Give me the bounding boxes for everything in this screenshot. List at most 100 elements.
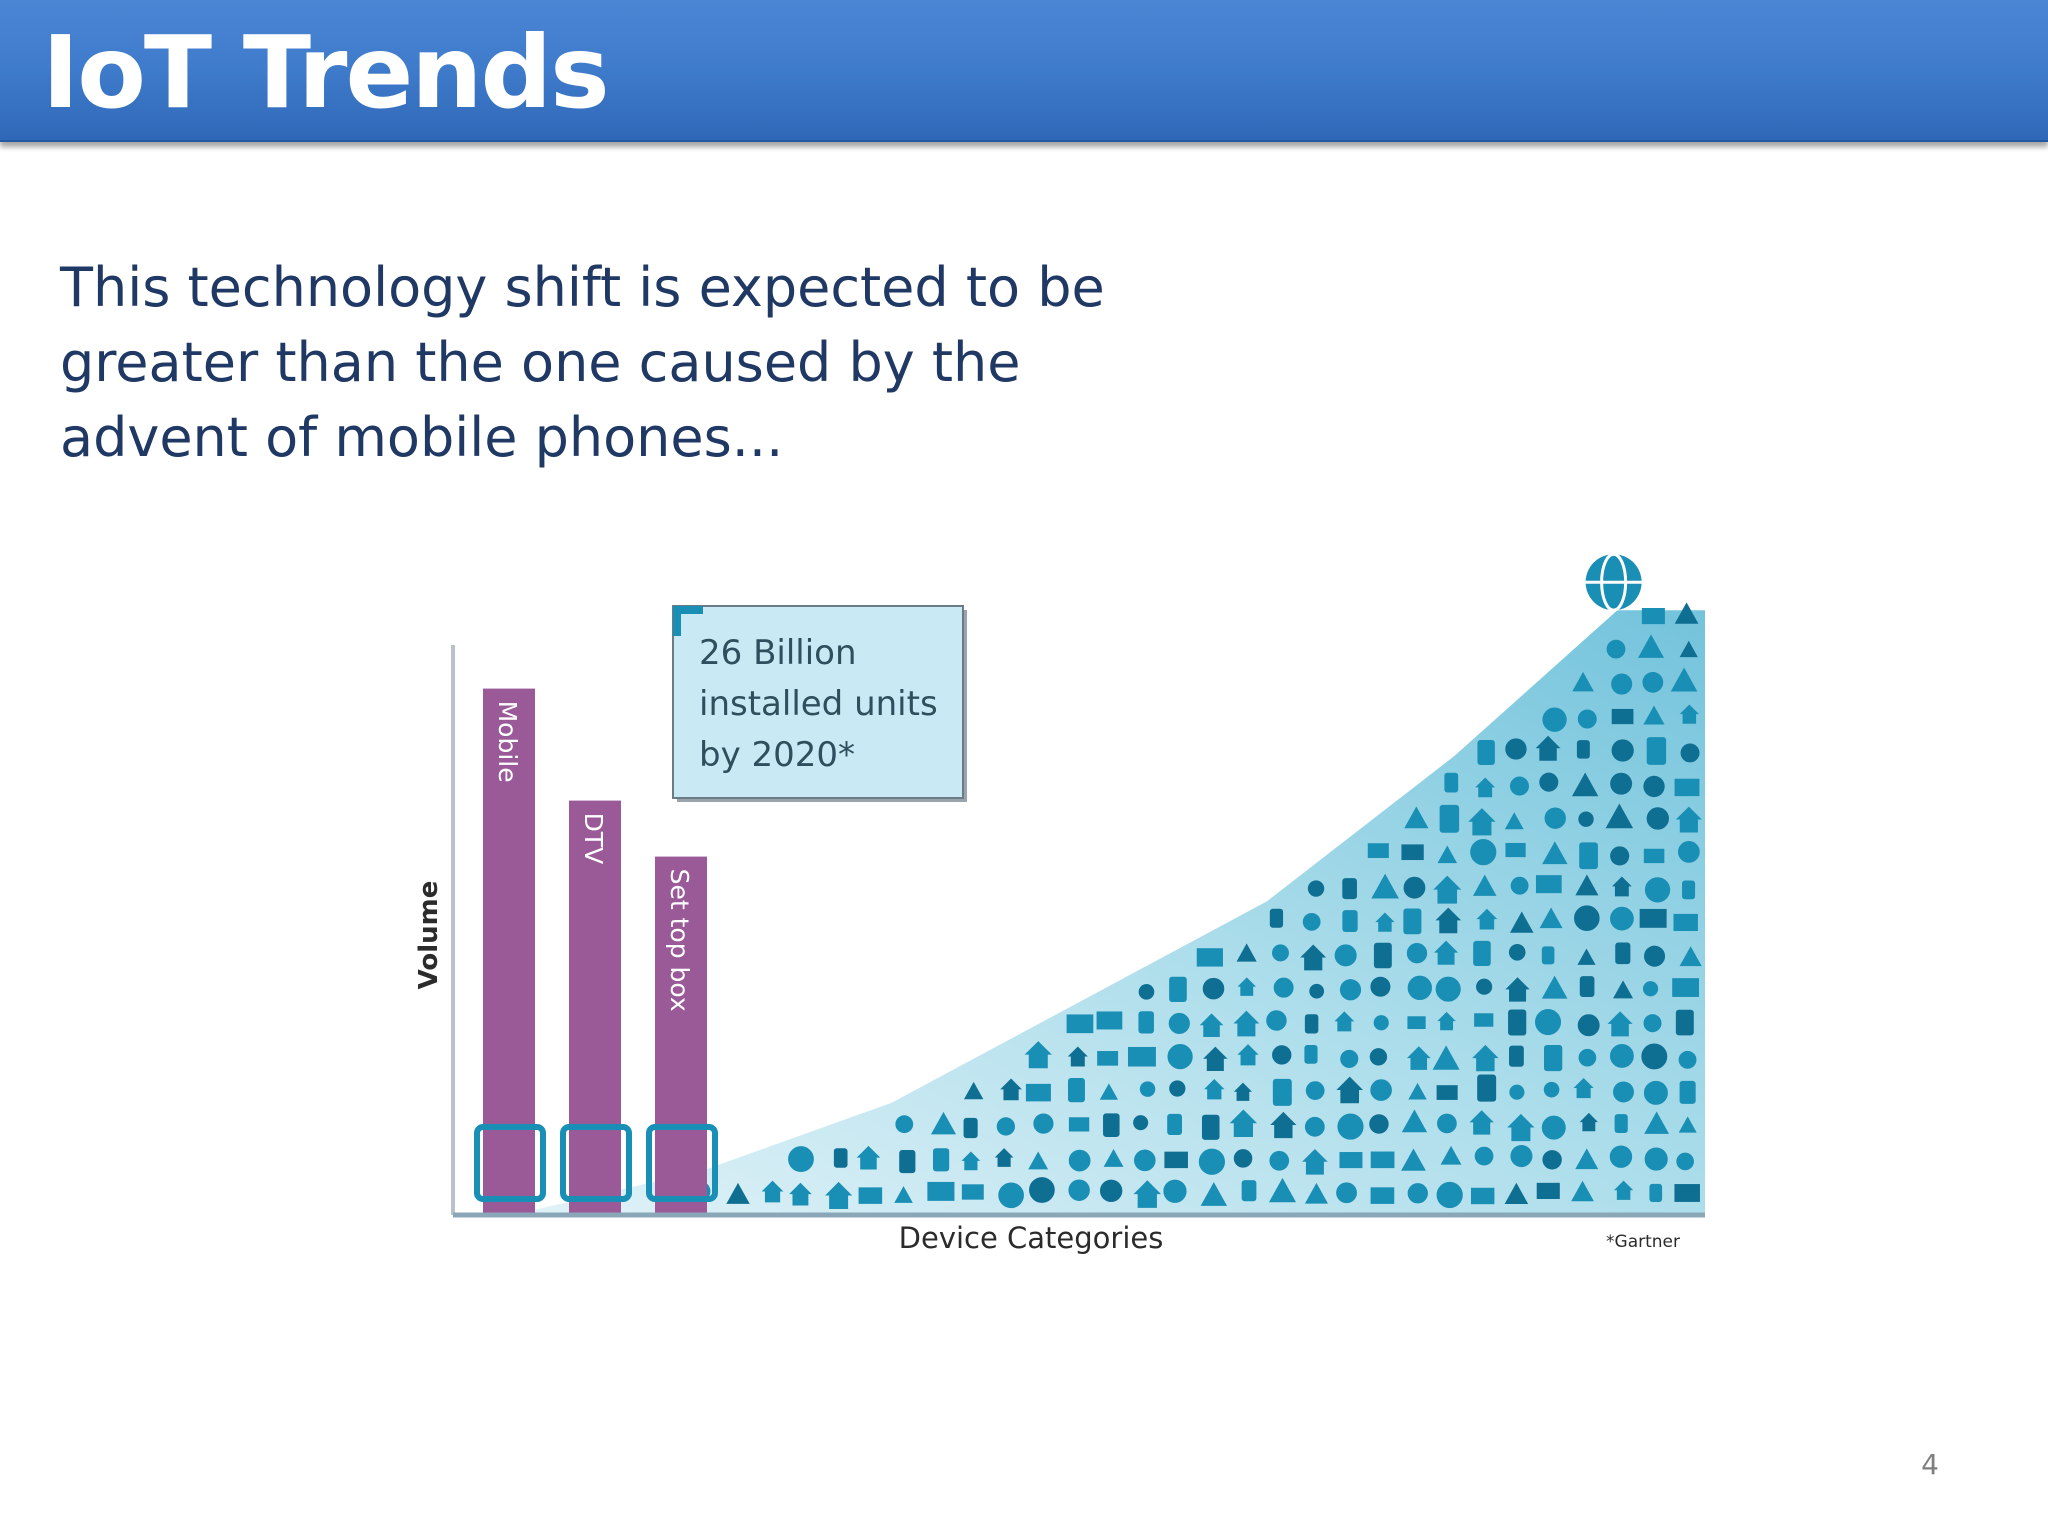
device-icon (1535, 875, 1562, 894)
device-icon (927, 1181, 955, 1201)
device-icon (1068, 1179, 1090, 1201)
device-icon (1236, 943, 1257, 962)
device-icon (1237, 977, 1257, 996)
device-icon (1336, 1182, 1357, 1204)
axes (451, 645, 1705, 1218)
device-icon (1307, 880, 1325, 897)
device-icon (1615, 942, 1631, 965)
device-icon (1670, 667, 1698, 692)
device-icon (1649, 1183, 1663, 1203)
source-note: *Gartner (1606, 1232, 1680, 1252)
annotation-text: 26 Billion installed units by 2020* (699, 633, 938, 775)
device-icon (1477, 740, 1495, 765)
device-icon (1472, 874, 1497, 896)
device-icon (1304, 1116, 1325, 1137)
device-icon (1269, 908, 1284, 928)
device-icon (1138, 984, 1155, 1000)
device-icon (1573, 1077, 1594, 1099)
device-icon (1572, 671, 1594, 692)
device-icon (1269, 1150, 1290, 1171)
device-icon (1643, 945, 1666, 967)
device-icon (1609, 1044, 1634, 1068)
device-icon (1675, 1009, 1694, 1036)
device-icon (1476, 908, 1498, 930)
device-icon (1643, 705, 1665, 725)
device-icon (1539, 907, 1563, 929)
device-icon (1273, 977, 1294, 998)
device-icon (1610, 906, 1634, 931)
bar-label: Set top box (665, 869, 694, 1012)
y-axis-label: Volume (414, 881, 444, 990)
device-icon (1407, 1016, 1426, 1030)
device-icon (1508, 1009, 1527, 1036)
device-icon (1646, 807, 1669, 830)
device-icon (1474, 1146, 1494, 1166)
long-tail-shape (513, 610, 1705, 1215)
device-icon (1406, 943, 1428, 964)
device-icon (1675, 806, 1702, 833)
device-icon (1642, 671, 1664, 693)
device-icon (1613, 1180, 1634, 1200)
device-icon (1342, 878, 1357, 900)
device-icon (1337, 1113, 1364, 1140)
device-icon (1272, 1078, 1292, 1106)
device-icon (1096, 1011, 1123, 1030)
device-icon (1025, 1083, 1051, 1102)
device-icon (1163, 1179, 1187, 1203)
device-icon (1199, 1013, 1224, 1038)
device-icon (789, 1182, 812, 1206)
device-icon (1067, 1078, 1085, 1103)
device-icon (1535, 735, 1561, 761)
device-icon (1134, 1149, 1156, 1172)
device-icon (1133, 1115, 1149, 1131)
device-icon (1578, 811, 1594, 827)
device-icon (1302, 912, 1321, 931)
device-icon (1678, 1116, 1697, 1133)
device-icon (1476, 978, 1493, 995)
device-icon (1401, 1148, 1426, 1171)
device-icon (1610, 772, 1633, 795)
device-icon (1266, 1010, 1287, 1031)
device-icon (1508, 943, 1526, 961)
device-icon (1200, 1182, 1228, 1206)
device-icon (1270, 1111, 1297, 1139)
device-icon (1611, 673, 1633, 695)
device-icon (761, 1180, 784, 1203)
device-icon (1646, 737, 1667, 765)
device-icon (1505, 977, 1530, 1002)
device-icon (1607, 1011, 1633, 1037)
device-icon (1679, 704, 1699, 724)
device-icon (833, 1148, 848, 1168)
device-icon (1103, 1148, 1124, 1167)
device-icon (1203, 1046, 1228, 1071)
device-icon (1302, 1148, 1328, 1175)
device-icon (1433, 875, 1462, 904)
device-icon (1403, 876, 1426, 899)
device-icon (1679, 640, 1698, 658)
device-icon (1542, 707, 1567, 732)
device-icon (1509, 776, 1529, 796)
device-icon (1370, 1187, 1395, 1204)
device-icon (1542, 1150, 1562, 1170)
device-icon (1473, 940, 1491, 967)
device-icon (1201, 1114, 1220, 1140)
device-icon (1639, 908, 1667, 928)
device-icon (894, 1186, 913, 1203)
device-icon (560, 1124, 632, 1202)
device-icon (1204, 1079, 1225, 1100)
device-icon (1229, 1109, 1258, 1138)
device-icon (1672, 978, 1700, 997)
device-icon (895, 1115, 914, 1134)
device-icon (1437, 1113, 1457, 1134)
device-icon (1440, 1145, 1462, 1165)
device-icon (1304, 1045, 1318, 1064)
device-icon (1541, 975, 1568, 999)
device-icon (1370, 1151, 1395, 1169)
device-icon (788, 1146, 814, 1172)
device-icon (1233, 1082, 1253, 1101)
device-icon (1614, 1114, 1628, 1134)
device-icon (1403, 908, 1422, 935)
device-icon (1579, 842, 1598, 870)
device-icon (1437, 1011, 1456, 1031)
device-icon (1682, 880, 1696, 900)
